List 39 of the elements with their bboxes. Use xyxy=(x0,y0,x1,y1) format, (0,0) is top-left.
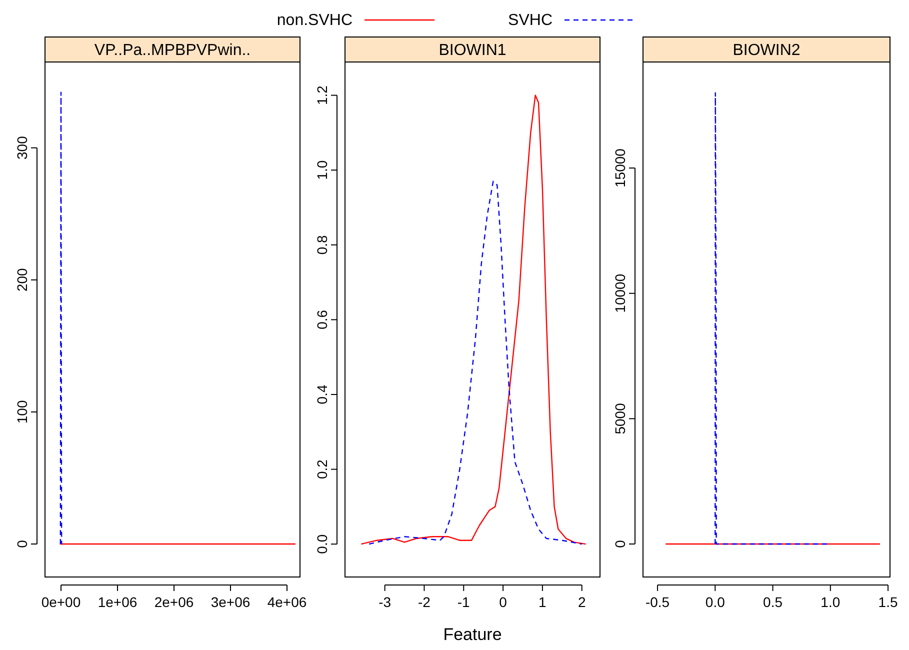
x-tick-label: 3e+06 xyxy=(210,594,250,610)
y-tick-label: 15000 xyxy=(612,148,628,188)
line-series xyxy=(360,94,586,545)
y-tick-label: 0.8 xyxy=(314,234,330,255)
x-tick-label: 0 xyxy=(499,594,508,610)
y-tick-label: 1.0 xyxy=(314,160,330,180)
y-tick-label: 0.6 xyxy=(314,310,330,330)
x-tick-label: -0.5 xyxy=(645,594,670,610)
x-tick-label: 1.5 xyxy=(878,594,898,610)
y-tick-label: 0 xyxy=(14,540,30,548)
y-tick-label: 0.0 xyxy=(314,534,330,554)
x-tick-label: 4e+06 xyxy=(267,594,307,610)
x-tick-label: -2 xyxy=(418,594,431,610)
x-tick-label: 2e+06 xyxy=(154,594,194,610)
x-tick-label: 0e+00 xyxy=(41,594,81,610)
x-tick-label: 2 xyxy=(578,594,586,610)
legend-label: SVHC xyxy=(508,12,552,29)
chart-title: BIOWIN1 xyxy=(438,42,506,59)
y-tick-label: 0.4 xyxy=(314,384,330,404)
chart-title: VP..Pa..MPBPVPwin.. xyxy=(94,42,251,59)
x-tick-label: -1 xyxy=(457,594,470,610)
x-tick-label: 1e+06 xyxy=(98,594,138,610)
x-tick-label: 0.5 xyxy=(763,594,783,610)
y-tick-label: 10000 xyxy=(612,274,628,313)
x-axis-title: Feature xyxy=(443,625,502,644)
x-tick-label: -3 xyxy=(378,594,392,610)
y-tick-label: 1.2 xyxy=(314,85,330,106)
chart-title: BIOWIN2 xyxy=(732,42,800,59)
x-tick-label: 1.0 xyxy=(820,594,840,610)
y-tick-label: 0 xyxy=(612,540,628,548)
line-series xyxy=(368,180,582,545)
y-tick-label: 0.2 xyxy=(314,459,330,480)
y-tick-label: 5000 xyxy=(612,402,628,434)
y-tick-label: 200 xyxy=(14,268,30,292)
y-tick-label: 300 xyxy=(14,136,30,160)
legend-label: non.SVHC xyxy=(276,12,352,29)
y-tick-label: 100 xyxy=(14,400,30,424)
x-tick-label: 0.0 xyxy=(705,594,726,610)
x-tick-label: 1 xyxy=(538,594,547,610)
